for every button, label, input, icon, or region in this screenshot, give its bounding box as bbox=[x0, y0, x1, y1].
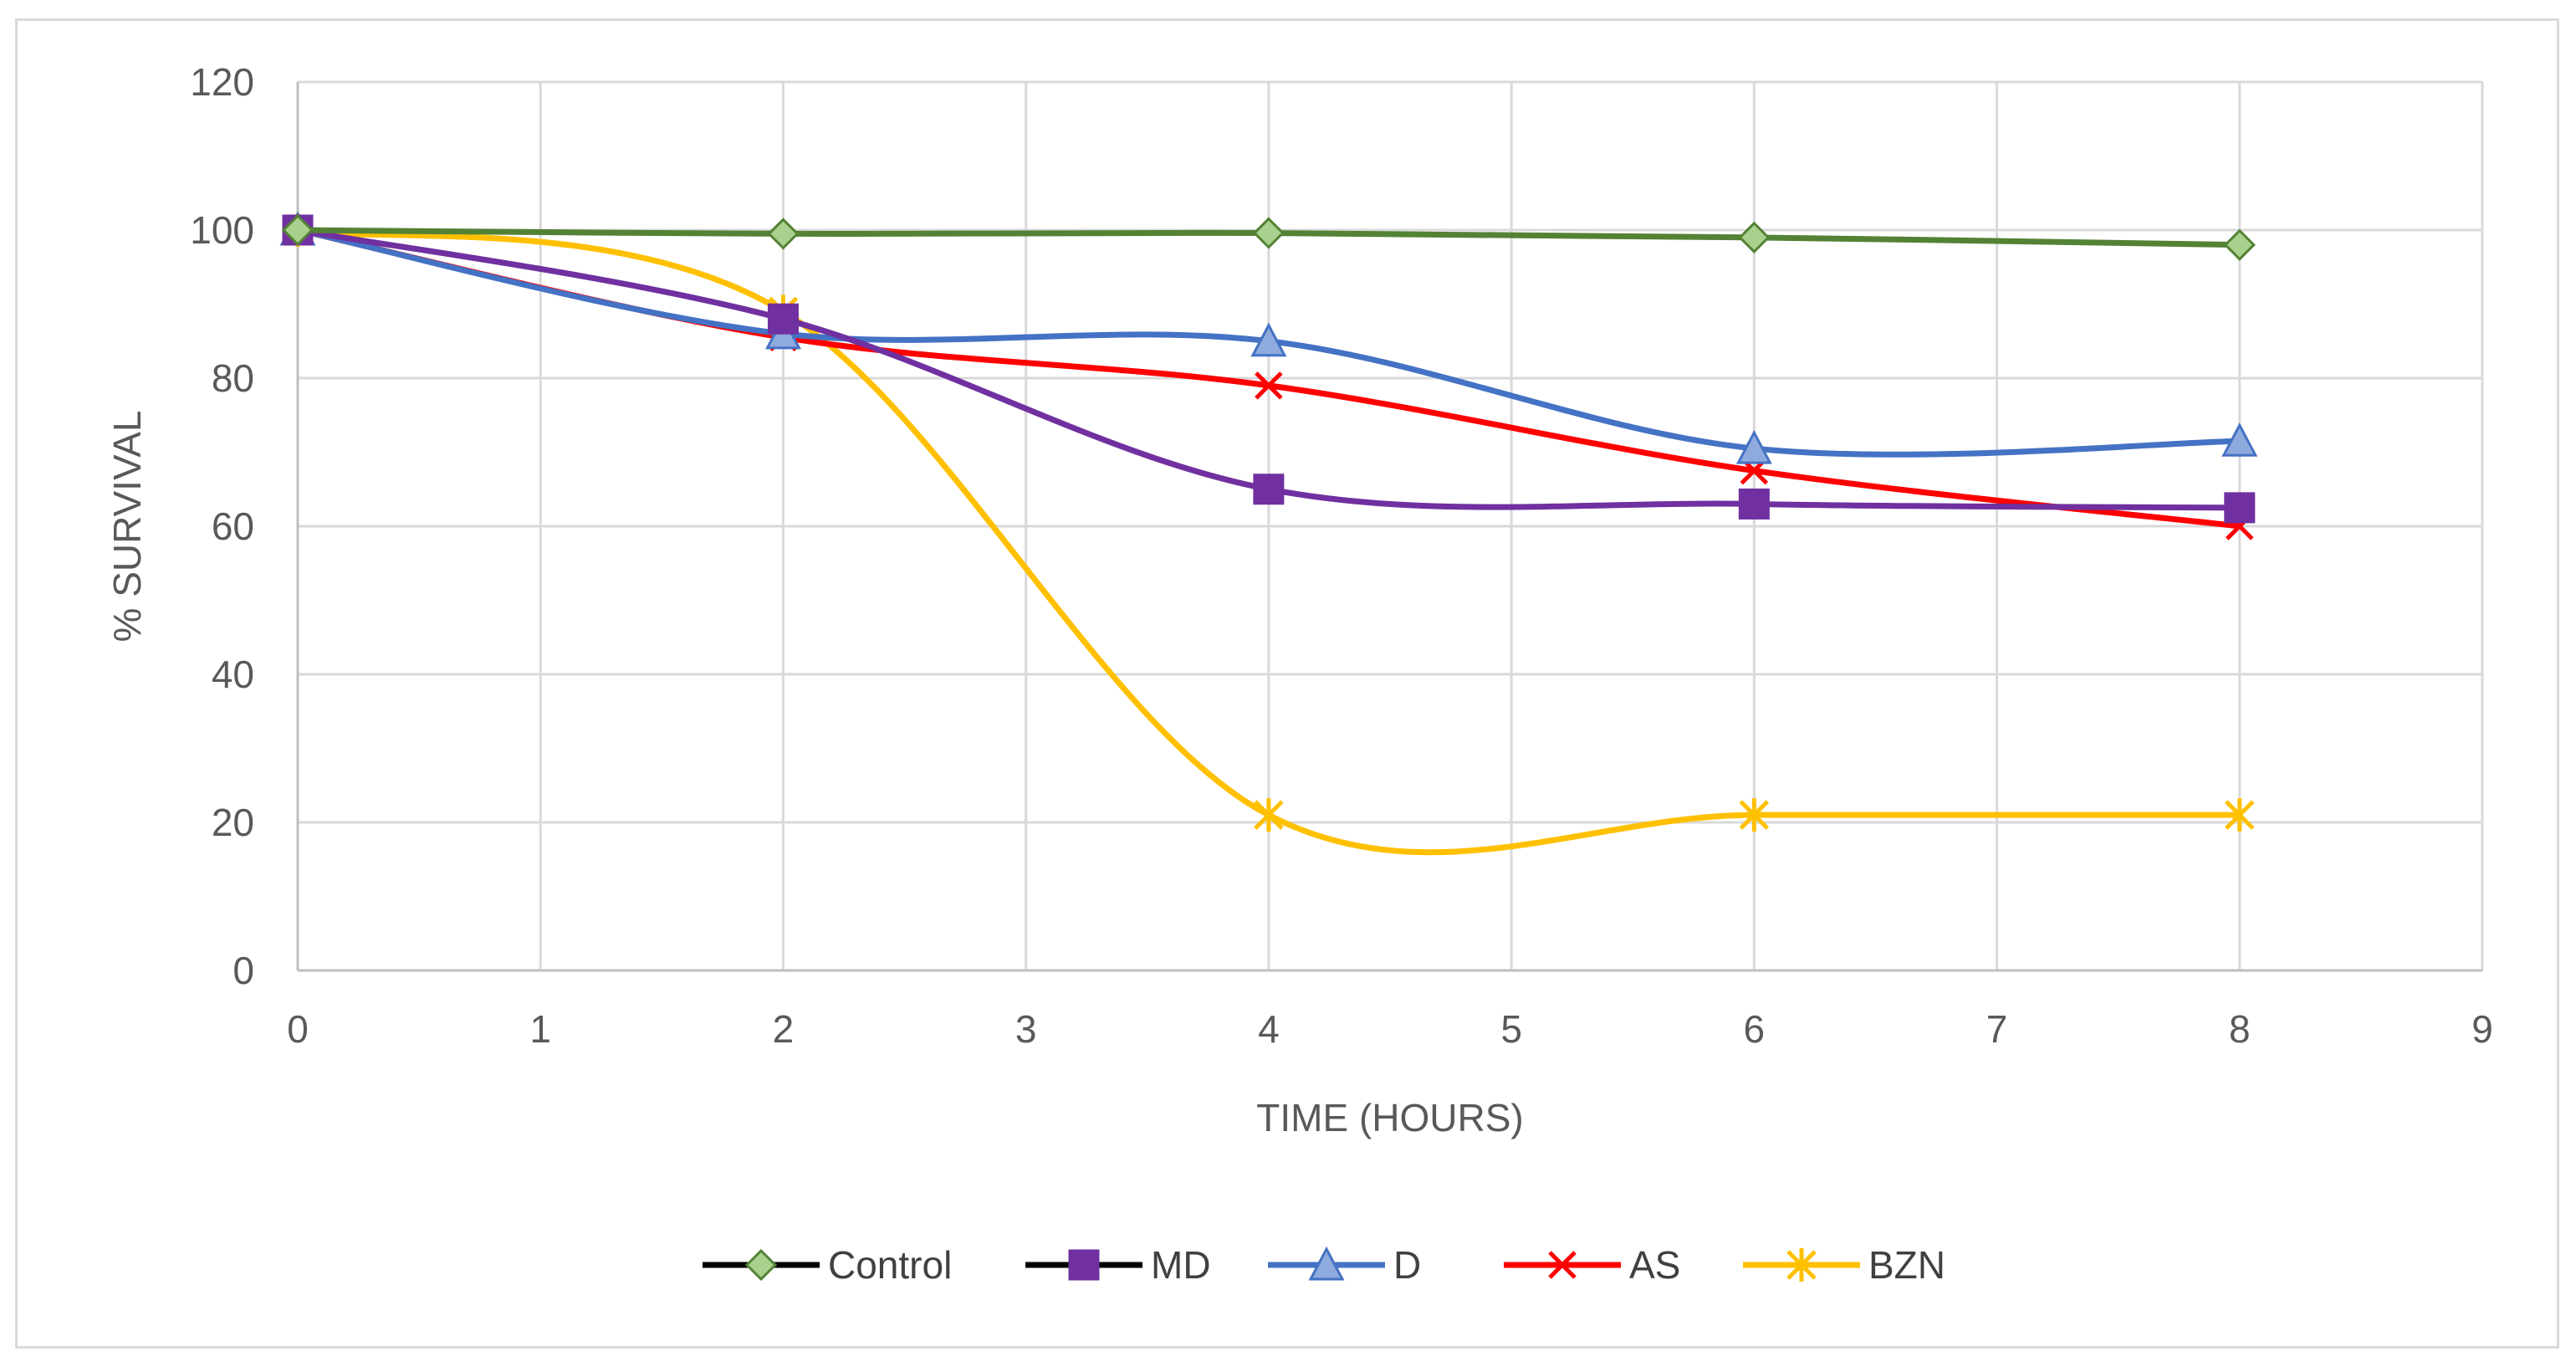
x-tick-label: 4 bbox=[1258, 1007, 1280, 1051]
data-point-bzn bbox=[1739, 798, 1770, 832]
x-tick-label: 1 bbox=[529, 1007, 551, 1051]
legend-label: BZN bbox=[1868, 1243, 1945, 1287]
x-tick-label: 0 bbox=[287, 1007, 309, 1051]
series-control bbox=[281, 213, 2256, 261]
legend-item-md: MD bbox=[1025, 1243, 1211, 1287]
series-group bbox=[279, 211, 2258, 856]
data-point-d bbox=[2221, 422, 2258, 457]
y-tick-label: 60 bbox=[212, 504, 254, 548]
data-point-md bbox=[767, 303, 799, 335]
data-point-d bbox=[1250, 322, 1287, 357]
x-tick-label: 2 bbox=[773, 1007, 795, 1051]
data-point-control bbox=[2223, 228, 2256, 261]
x-tick-label: 5 bbox=[1500, 1007, 1522, 1051]
legend-marker bbox=[744, 1248, 778, 1282]
data-point-bzn bbox=[2225, 798, 2255, 832]
legend-item-d: D bbox=[1268, 1243, 1421, 1287]
data-point-bzn bbox=[1254, 798, 1284, 832]
data-point-control bbox=[1738, 221, 1771, 253]
y-tick-label: 20 bbox=[212, 801, 254, 844]
data-point-md bbox=[2224, 492, 2256, 524]
y-tick-label: 80 bbox=[212, 356, 254, 400]
legend: Control MD D AS BZN bbox=[703, 1243, 1945, 1287]
chart-frame bbox=[15, 18, 2559, 1349]
legend-marker bbox=[1786, 1248, 1817, 1282]
data-point-control bbox=[1252, 217, 1285, 249]
data-point-d bbox=[1735, 429, 1772, 464]
legend-label: AS bbox=[1629, 1243, 1680, 1287]
tick-labels: 0 20 40 60 80 100 120 0 1 2 3 4 5 6 7 8 9 bbox=[190, 60, 2493, 1051]
data-point-control bbox=[281, 213, 314, 247]
legend-label: Control bbox=[828, 1243, 952, 1287]
legend-label: MD bbox=[1151, 1243, 1211, 1287]
legend-label: D bbox=[1393, 1243, 1421, 1287]
x-tick-label: 7 bbox=[1986, 1007, 2008, 1051]
legend-marker bbox=[1308, 1246, 1345, 1281]
x-axis-title: TIME (HOURS) bbox=[1256, 1096, 1523, 1139]
y-tick-label: 40 bbox=[212, 653, 254, 696]
data-point-md bbox=[1738, 488, 1770, 520]
data-point-as bbox=[1255, 371, 1283, 400]
legend-item-bzn: BZN bbox=[1743, 1243, 1945, 1287]
legend-marker bbox=[1548, 1251, 1577, 1279]
y-axis-title: % SURVIVAL bbox=[105, 411, 149, 643]
series-line-bzn bbox=[294, 227, 2243, 856]
x-tick-label: 3 bbox=[1015, 1007, 1037, 1051]
x-tick-label: 8 bbox=[2229, 1007, 2251, 1051]
x-tick-label: 9 bbox=[2471, 1007, 2493, 1051]
gridlines bbox=[298, 80, 2484, 970]
data-point-control bbox=[767, 218, 800, 250]
y-tick-label: 0 bbox=[233, 949, 254, 992]
legend-marker bbox=[1068, 1249, 1100, 1281]
y-tick-label: 120 bbox=[190, 60, 254, 104]
legend-item-as: AS bbox=[1504, 1243, 1680, 1287]
series-md bbox=[282, 214, 2256, 524]
legend-item-control: Control bbox=[703, 1243, 952, 1287]
data-point-md bbox=[1253, 474, 1285, 505]
x-tick-label: 6 bbox=[1744, 1007, 1766, 1051]
y-tick-label: 100 bbox=[190, 208, 254, 252]
